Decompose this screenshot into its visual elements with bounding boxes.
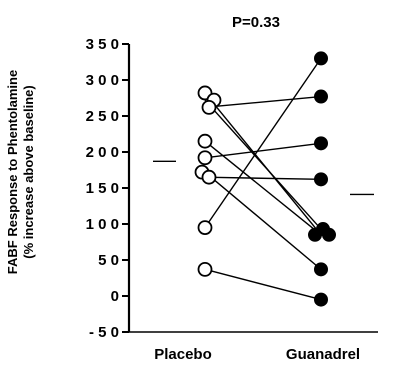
pair-line — [204, 58, 322, 228]
pair-line — [204, 268, 322, 301]
placebo-point — [201, 169, 217, 185]
y-tick-label: 2 5 0 — [86, 108, 119, 125]
y-tick-label: 5 0 — [98, 252, 119, 269]
guanadrel-point — [314, 51, 328, 66]
y-axis-title-line1: FABF Response to Phentolamine — [5, 70, 20, 274]
y-tick-label: 3 5 0 — [86, 36, 119, 53]
axes — [127, 44, 378, 333]
guanadrel-point — [314, 89, 328, 104]
data-points — [194, 51, 336, 307]
x-tick-label: Placebo — [154, 346, 212, 363]
y-tick-label: 0 — [111, 288, 119, 305]
y-tick-label: 2 0 0 — [86, 144, 119, 161]
pair-line — [204, 171, 322, 270]
pair-lines — [204, 58, 322, 301]
placebo-point — [197, 220, 213, 236]
guanadrel-point — [314, 136, 328, 151]
guanadrel-point — [314, 292, 328, 307]
y-tick-label: 1 5 0 — [86, 180, 119, 197]
pair-line — [204, 142, 322, 159]
y-ticks: - 5 0 0 5 0 1 0 0 1 5 0 2 0 0 2 5 0 3 0 0 3 5 0 — [86, 36, 129, 341]
guanadrel-point — [314, 262, 328, 277]
x-tick-labels: Placebo Guanadrel — [154, 346, 360, 363]
pair-line — [204, 140, 322, 236]
pair-line — [204, 95, 322, 109]
pair-line — [204, 99, 322, 230]
y-axis-title: FABF Response to Phentolamine (% increas… — [5, 70, 36, 274]
y-tick-label: 1 0 0 — [86, 216, 119, 233]
y-tick-label: - 5 0 — [89, 324, 119, 341]
chart-title: P=0.33 — [232, 14, 280, 31]
y-axis-title-line2: (% increase above baseline) — [21, 85, 36, 258]
placebo-point — [197, 150, 213, 166]
placebo-point — [197, 261, 213, 277]
x-tick-label: Guanadrel — [286, 346, 360, 363]
guanadrel-point — [308, 227, 322, 242]
guanadrel-point — [322, 227, 336, 242]
pair-line — [204, 176, 322, 181]
y-tick-label: 3 0 0 — [86, 72, 119, 89]
placebo-point — [197, 133, 213, 149]
placebo-point — [201, 99, 217, 115]
mean-markers — [153, 160, 374, 196]
guanadrel-point — [314, 172, 328, 187]
